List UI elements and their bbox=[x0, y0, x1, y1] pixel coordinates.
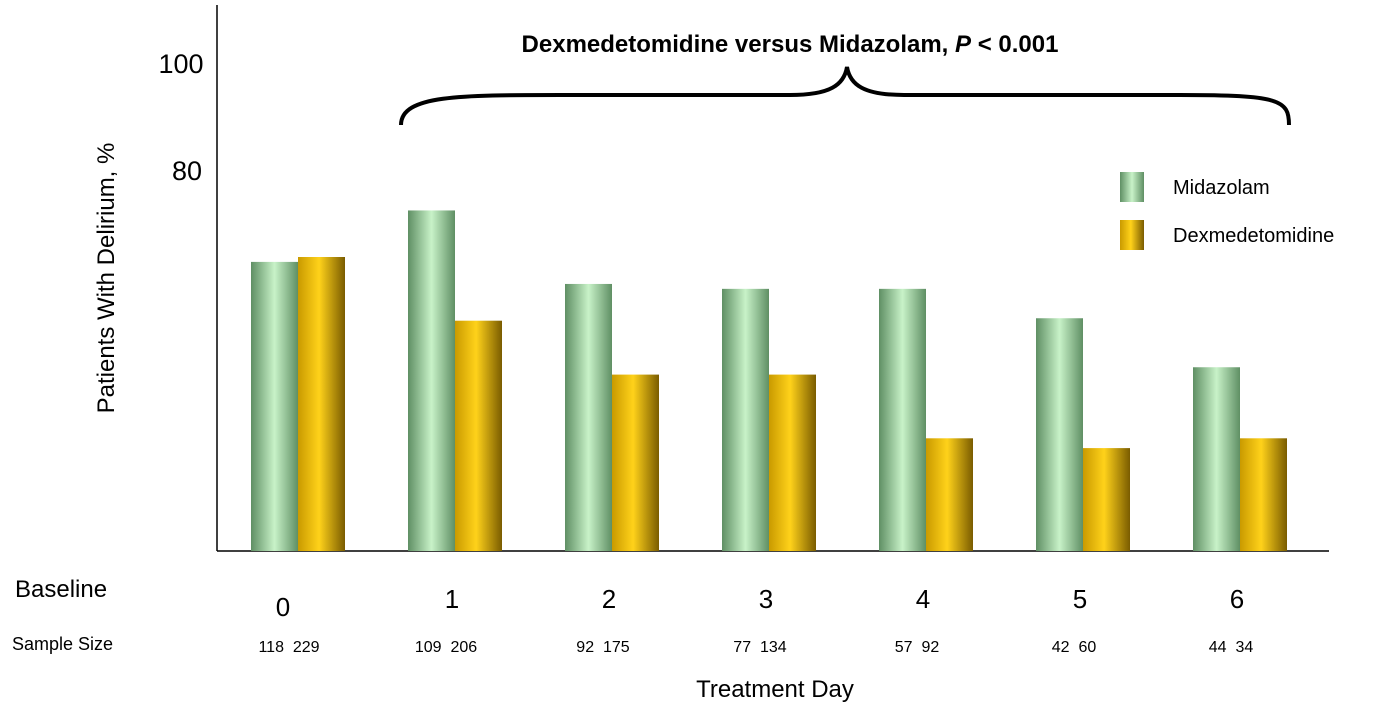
sample-size-label: Sample Size bbox=[12, 634, 113, 654]
bar-dexmedetomidine-day-1 bbox=[455, 320, 502, 551]
legend-label-midazolam: Midazolam bbox=[1173, 177, 1270, 199]
bar-dexmedetomidine-day-4 bbox=[926, 438, 973, 551]
legend-swatch-midazolam bbox=[1120, 172, 1144, 202]
x-axis-label: Treatment Day bbox=[696, 676, 854, 703]
sample-size-labels: 118 229 109 206 92 175 77 134 57 92 42 60 44 3… bbox=[258, 639, 1253, 656]
legend-swatch-dexmedetomidine bbox=[1120, 220, 1144, 250]
legend-label-dexmedetomidine: Dexmedetomidine bbox=[1173, 225, 1334, 247]
y-axis-label: Patients With Delirium, % bbox=[93, 143, 120, 414]
sample-size-day-0: 118 229 bbox=[258, 639, 319, 656]
x-tick-label-day-3: 3 bbox=[759, 584, 773, 614]
significance-brace bbox=[399, 66, 1291, 126]
bar-midazolam-day-1 bbox=[408, 210, 455, 551]
bar-dexmedetomidine-day-0 bbox=[298, 257, 345, 551]
x-tick-labels: 0 1 2 3 4 5 6 bbox=[276, 584, 1244, 622]
sample-size-day-6: 44 34 bbox=[1209, 639, 1254, 656]
bars-group bbox=[251, 210, 1287, 551]
x-tick-label-day-6: 6 bbox=[1230, 584, 1244, 614]
sample-size-day-4: 57 92 bbox=[895, 639, 940, 656]
sample-size-day-5: 42 60 bbox=[1052, 639, 1097, 656]
x-tick-label-day-2: 2 bbox=[602, 584, 616, 614]
x-tick-label-day-4: 4 bbox=[916, 584, 930, 614]
chart-title: Dexmedetomidine versus Midazolam, P < 0.… bbox=[522, 31, 1059, 58]
bar-midazolam-day-6 bbox=[1193, 367, 1240, 551]
bar-midazolam-day-5 bbox=[1036, 318, 1083, 551]
sample-size-day-2: 92 175 bbox=[576, 639, 629, 656]
y-tick-label-80: 80 bbox=[172, 156, 202, 186]
bar-dexmedetomidine-day-3 bbox=[769, 374, 816, 551]
bar-dexmedetomidine-day-6 bbox=[1240, 438, 1287, 551]
bar-dexmedetomidine-day-2 bbox=[612, 374, 659, 551]
bar-midazolam-day-4 bbox=[879, 288, 926, 551]
baseline-label: Baseline bbox=[15, 576, 107, 603]
x-tick-label-day-5: 5 bbox=[1073, 584, 1087, 614]
x-tick-label-day-1: 1 bbox=[445, 584, 459, 614]
sample-size-day-3: 77 134 bbox=[733, 639, 786, 656]
legend: Midazolam Dexmedetomidine bbox=[1120, 172, 1334, 250]
y-tick-label-100: 100 bbox=[158, 49, 203, 79]
sample-size-day-1: 109 206 bbox=[415, 639, 477, 656]
bar-midazolam-day-0 bbox=[251, 261, 298, 551]
x-tick-label-day-0: 0 bbox=[276, 592, 290, 622]
bar-midazolam-day-2 bbox=[565, 283, 612, 551]
bar-dexmedetomidine-day-5 bbox=[1083, 448, 1130, 551]
bar-midazolam-day-3 bbox=[722, 288, 769, 551]
